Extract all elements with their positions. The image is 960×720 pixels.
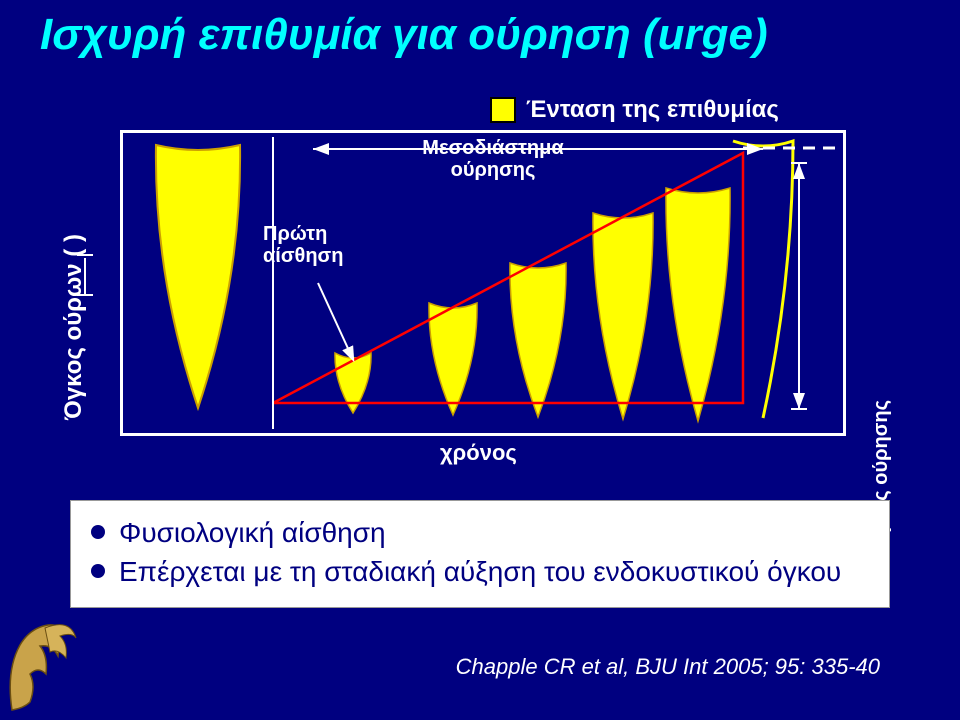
bullet-row: Φυσιολογική αίσθηση: [91, 515, 869, 550]
y-axis-marker-cap-top: [77, 254, 93, 256]
chart: Μεσοδιάστημαούρησης Πρώτηαίσθηση: [120, 130, 846, 436]
slide-title: Ισχυρή επιθυμία για ούρηση (urge): [40, 10, 768, 60]
bullet-text: Επέρχεται με τη σταδιακή αύξηση του ενδο…: [119, 554, 841, 589]
legend-swatch: [490, 97, 516, 123]
athena-helmet-icon: [0, 610, 80, 720]
bullet-text: Φυσιολογική αίσθηση: [119, 515, 386, 550]
y-axis-marker-cap-bot: [77, 294, 93, 296]
citation: Chapple CR et al, BJU Int 2005; 95: 335-…: [456, 654, 880, 680]
bullet-row: Επέρχεται με τη σταδιακή αύξηση του ενδο…: [91, 554, 869, 589]
bullet-box: Φυσιολογική αίσθηση Επέρχεται με τη σταδ…: [70, 500, 890, 608]
bullet-dot-icon: [91, 564, 105, 578]
legend: Ένταση της επιθυμίας: [490, 96, 779, 124]
bullet-dot-icon: [91, 525, 105, 539]
y-axis-marker-line: [84, 258, 86, 294]
x-axis-label: χρόνος: [440, 440, 517, 466]
chart-svg: [123, 133, 843, 433]
legend-label: Ένταση της επιθυμίας: [526, 96, 779, 124]
